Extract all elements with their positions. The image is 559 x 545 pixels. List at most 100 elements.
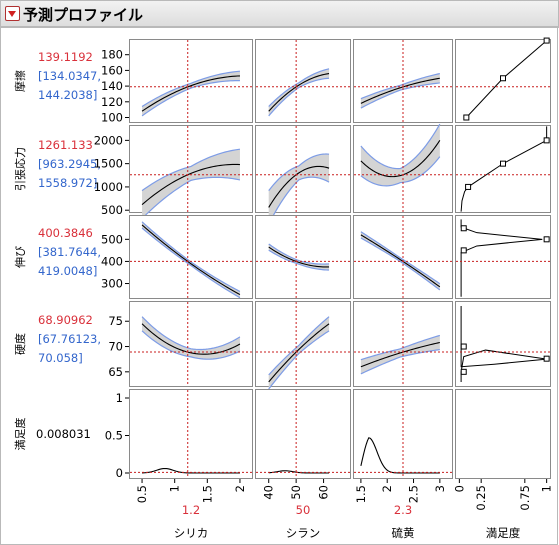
y-tick-label: 120 <box>101 95 123 109</box>
factor-current-value[interactable]: 50 <box>296 503 311 517</box>
prediction-trace <box>360 77 440 104</box>
x-tick-label: 40 <box>262 485 276 500</box>
desirability-handle[interactable] <box>500 75 506 82</box>
y-tick-label: 0 <box>116 466 123 480</box>
response-ci-upper: 144.2038] <box>38 88 97 102</box>
response-ci-upper: 419.0048] <box>38 264 97 278</box>
x-tick-label: 2 <box>233 485 247 492</box>
confidence-upper-edge <box>360 334 441 361</box>
confidence-lower-edge <box>268 330 330 390</box>
x-tick-label: 50 <box>289 485 303 500</box>
y-tick-label: 0.5 <box>105 429 123 443</box>
y-tick-label: 2000 <box>94 133 123 147</box>
y-tick-label: 65 <box>108 365 123 379</box>
confidence-band <box>268 154 330 225</box>
x-tick-label: 60 <box>317 485 331 500</box>
prediction-trace <box>268 72 330 112</box>
profile-cell <box>129 389 253 479</box>
response-ci-lower: [381.7644, <box>38 245 101 259</box>
prediction-trace <box>360 341 440 368</box>
x-tick-label: 2 <box>380 485 394 492</box>
y-tick-label: 300 <box>101 277 123 291</box>
x-tick-label: 0.5 <box>135 485 149 503</box>
response-ci-lower: [963.2945, <box>38 157 101 171</box>
y-tick-label: 140 <box>101 79 123 93</box>
y-tick-label: 180 <box>101 48 123 62</box>
confidence-lower-edge <box>360 82 440 109</box>
response-current-value: 400.3846 <box>38 226 93 240</box>
desirability-handle[interactable] <box>460 368 467 375</box>
profile-cell <box>455 215 551 299</box>
y-tick-label: 70 <box>108 340 123 354</box>
confidence-band <box>142 221 240 298</box>
x-tick-label: 3 <box>433 485 447 492</box>
response-name-4: 硬度 <box>13 333 27 355</box>
prediction-trace <box>360 234 441 288</box>
response-name-2: 引張応力 <box>13 147 27 191</box>
x-tick-label: 1.5 <box>354 485 368 503</box>
confidence-upper-edge <box>268 316 330 376</box>
factor-current-value[interactable]: 1.2 <box>182 503 200 517</box>
confidence-lower-edge <box>141 227 241 299</box>
factor-current-value[interactable]: 2.3 <box>394 503 412 517</box>
x-tick-label: 1 <box>168 485 182 492</box>
confidence-band <box>360 124 440 186</box>
desirability-handle[interactable] <box>463 114 470 121</box>
x-tick-label: 1 <box>540 485 554 492</box>
confidence-upper-edge <box>141 316 241 351</box>
y-tick-label: 1000 <box>94 180 123 194</box>
confidence-lower-edge <box>268 176 330 225</box>
prediction-trace <box>141 323 241 355</box>
desirability-handle[interactable] <box>543 137 550 144</box>
confidence-upper-edge <box>360 72 440 100</box>
response-ci-upper: 70.058] <box>38 351 83 365</box>
desirability-handle[interactable] <box>460 247 467 254</box>
prediction-trace <box>268 323 330 383</box>
confidence-upper-edge <box>268 243 330 265</box>
confidence-lower-edge <box>141 176 241 220</box>
confidence-upper-edge <box>268 153 330 192</box>
confidence-upper-edge <box>268 68 330 107</box>
profile-cell <box>255 215 351 299</box>
y-tick-label: 1 <box>116 391 123 405</box>
y-tick-label: 500 <box>101 232 123 246</box>
profile-cell <box>455 125 551 213</box>
confidence-upper-edge <box>360 231 441 285</box>
factor-name: シリカ <box>174 526 209 540</box>
confidence-lower-edge <box>360 156 441 187</box>
confidence-upper-edge <box>141 221 241 293</box>
desirability-handle[interactable] <box>500 160 506 167</box>
confidence-lower-edge <box>141 330 241 360</box>
red-triangle-menu-icon[interactable] <box>5 6 20 21</box>
response-current-value: 68.90962 <box>38 313 93 327</box>
factor-name: 硫黄 <box>392 526 415 540</box>
desirability-handle[interactable] <box>543 236 550 243</box>
prediction-trace <box>141 224 241 296</box>
confidence-band <box>360 335 440 374</box>
desirability-handle[interactable] <box>543 355 550 362</box>
x-tick-label: 1.5 <box>200 485 214 503</box>
y-tick-label: 1500 <box>94 157 123 171</box>
x-tick-label: 0.75 <box>518 485 532 511</box>
prediction-trace <box>268 165 330 208</box>
response-name-1: 摩擦 <box>13 70 27 92</box>
y-tick-label: 100 <box>101 111 123 125</box>
y-tick-label: 75 <box>108 314 123 328</box>
desirability-handle[interactable] <box>460 225 467 232</box>
confidence-upper-edge <box>141 148 241 192</box>
y-tick-label: 160 <box>101 63 123 77</box>
prediction-trace <box>268 246 330 268</box>
desirability-handle[interactable] <box>543 37 550 44</box>
response-name-3: 伸び <box>14 246 27 268</box>
prediction-trace <box>360 140 441 178</box>
confidence-lower-edge <box>268 77 330 117</box>
prediction-trace <box>141 75 240 112</box>
desirability-handle[interactable] <box>460 343 467 350</box>
desirability-trace <box>268 470 330 474</box>
desirability-axis-name: 満足度 <box>486 526 521 540</box>
desirability-handle[interactable] <box>465 183 472 190</box>
profile-cell <box>455 389 551 479</box>
response-ci-lower: [67.76123, <box>38 332 101 346</box>
response-ci-upper: 1558.972] <box>38 176 97 190</box>
